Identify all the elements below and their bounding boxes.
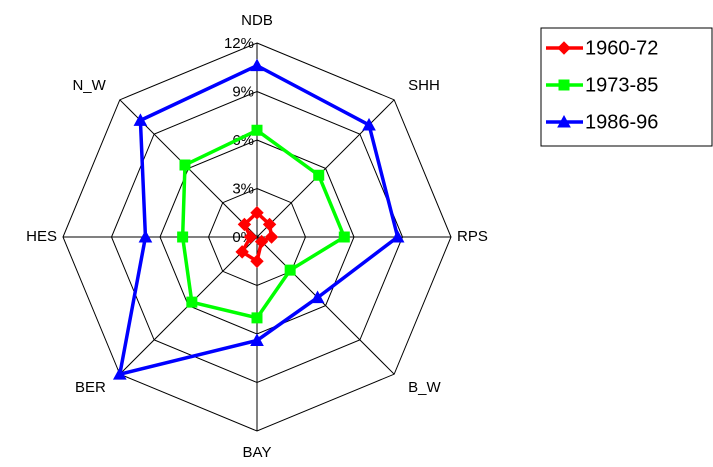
data-point	[310, 290, 325, 304]
legend-marker	[557, 41, 571, 55]
legend-label: 1973-85	[585, 74, 658, 96]
category-label: RPS	[457, 228, 488, 245]
data-point	[250, 333, 264, 346]
data-point	[264, 230, 279, 244]
data-point	[338, 231, 350, 243]
category-label: HES	[26, 228, 57, 245]
data-point	[250, 58, 264, 72]
category-label: N_W	[72, 77, 106, 94]
data-point	[250, 254, 264, 268]
data-point	[251, 312, 263, 324]
data-point	[390, 229, 405, 243]
data-point	[112, 367, 127, 380]
category-label: B_W	[408, 379, 441, 396]
data-point	[251, 124, 263, 136]
r-tick-label: 3%	[232, 180, 254, 197]
category-label: BER	[75, 379, 106, 396]
legend-marker	[558, 79, 570, 91]
data-point	[250, 206, 264, 220]
legend-label: 1960-72	[585, 37, 658, 59]
category-label: BAY	[243, 444, 272, 461]
category-label: NDB	[241, 12, 273, 29]
data-point	[254, 234, 269, 249]
data-point	[237, 217, 252, 232]
data-point	[177, 231, 189, 243]
r-tick-label: 12%	[224, 35, 254, 52]
data-point	[235, 245, 249, 259]
data-point	[262, 217, 277, 232]
series-line	[117, 63, 400, 377]
data-point	[133, 113, 148, 126]
data-point	[284, 264, 296, 276]
data-point	[138, 229, 153, 243]
category-label: SHH	[408, 77, 440, 94]
spoke	[256, 236, 395, 375]
legend-label: 1986-96	[585, 111, 658, 133]
data-point	[362, 117, 376, 131]
data-point	[186, 296, 198, 308]
data-point	[243, 230, 258, 244]
data-point	[313, 169, 325, 181]
legend-marker	[557, 114, 571, 128]
r-tick-label: 9%	[232, 83, 254, 100]
data-point	[179, 159, 191, 171]
